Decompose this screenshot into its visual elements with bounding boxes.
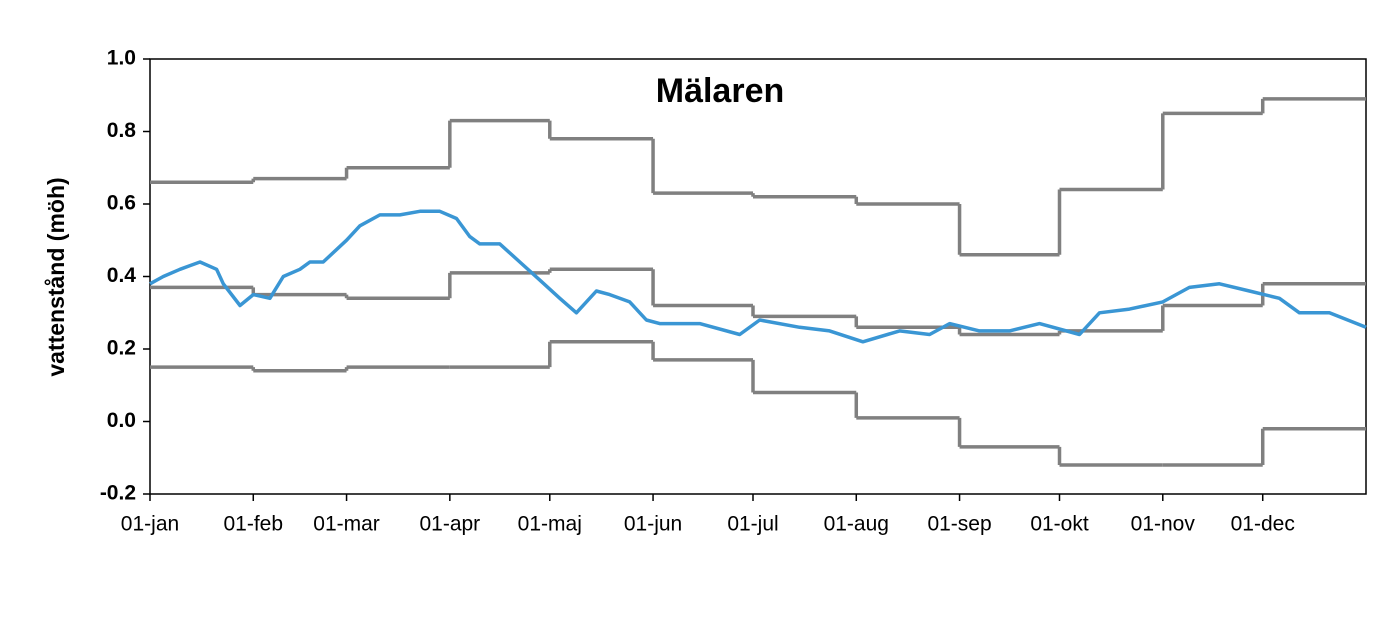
x-tick-label: 01-sep <box>927 513 991 536</box>
chart-title: Mälaren <box>656 72 785 110</box>
x-tick-label: 01-mar <box>313 513 380 536</box>
plot-frame <box>149 58 1367 495</box>
y-tick-label: 0.0 <box>107 409 136 432</box>
x-tick-label: 01-jan <box>121 513 179 536</box>
x-tick-label: 01-jun <box>624 513 682 536</box>
y-tick-label: -0.2 <box>100 482 136 505</box>
data-line <box>149 209 1367 344</box>
x-tick-label: 01-dec <box>1231 513 1295 536</box>
x-tick-label: 01-apr <box>419 513 480 536</box>
x-tick-label: 01-feb <box>224 513 284 536</box>
x-tick-label: 01-nov <box>1131 513 1196 536</box>
x-tick-label: 01-maj <box>518 513 582 536</box>
y-tick-label: 0.2 <box>107 337 136 360</box>
y-tick-label: 0.8 <box>107 119 137 142</box>
y-axis-label: vattenstånd (möh) <box>43 177 69 376</box>
y-tick-label: 1.0 <box>107 47 136 70</box>
x-tick-label: 01-okt <box>1030 513 1089 536</box>
x-tick-label: 01-aug <box>824 513 889 536</box>
x-tick-label: 01-jul <box>727 513 778 536</box>
y-tick-label: 0.4 <box>107 264 137 287</box>
y-tick-label: 0.6 <box>107 192 136 215</box>
